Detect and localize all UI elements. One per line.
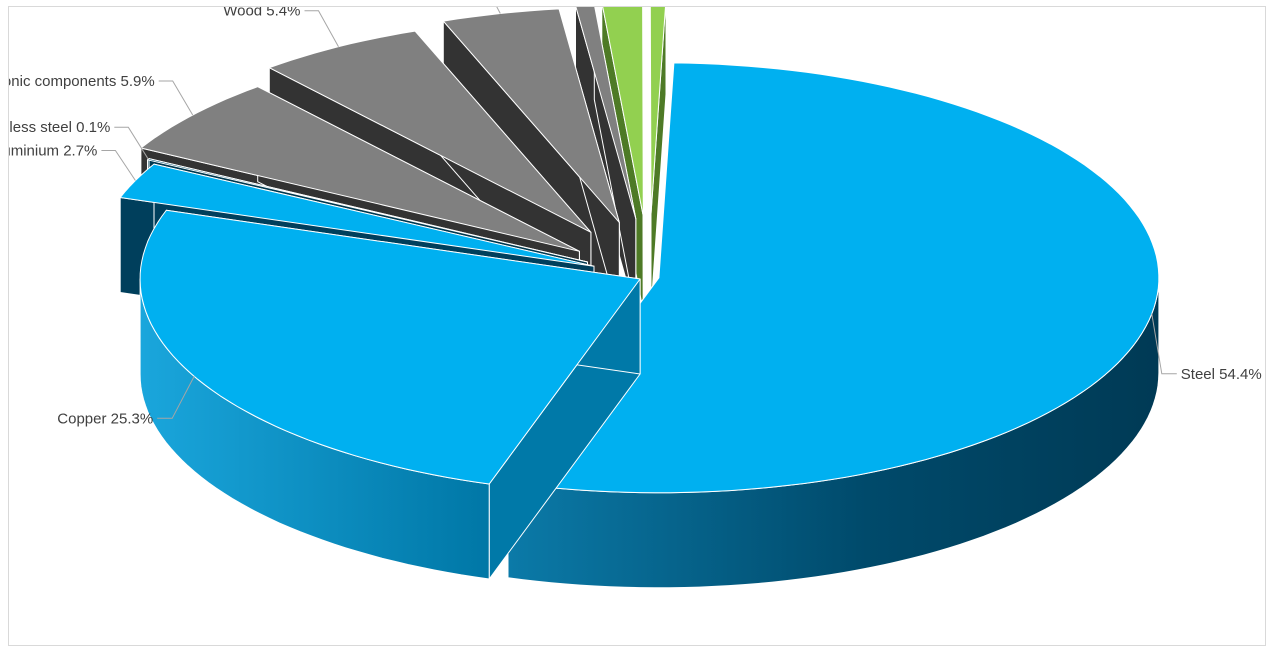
data-label-electronic-components: Electronic components 5.9% <box>9 73 155 90</box>
leader-line-cardboard <box>496 7 501 14</box>
leader-line-aluminium <box>101 150 136 181</box>
data-label-aluminium: Aluminium 2.7% <box>9 143 97 160</box>
slice-top-face <box>139 209 641 485</box>
leader-line-wood <box>304 10 339 47</box>
leader-lines <box>101 7 1177 419</box>
data-label-stainless-steel: Stainless steel 0.1% <box>9 119 110 136</box>
pie-chart: Steel 54.4% Copper 25.3% Aluminium 2.7% Sta… <box>9 7 1262 589</box>
data-label-wood: Wood 5.4% <box>223 7 300 20</box>
slices-layer <box>119 7 1160 589</box>
leader-line-steel <box>1151 313 1177 375</box>
slice-top-face <box>140 86 580 252</box>
slice-top-face <box>602 7 644 217</box>
chart-area: Steel 54.4% Copper 25.3% Aluminium 2.7% Sta… <box>8 6 1266 646</box>
leader-line-electronic-components <box>158 80 194 116</box>
data-labels: Steel 54.4% Copper 25.3% Aluminium 2.7% Sta… <box>9 7 1262 427</box>
slice-top-face <box>649 7 666 215</box>
slice-top-face <box>575 7 637 220</box>
data-label-steel: Steel 54.4% <box>1181 366 1262 383</box>
leader-line-stainless-steel <box>114 126 149 160</box>
leader-line-copper <box>157 376 195 419</box>
data-label-copper: Copper 25.3% <box>57 410 153 427</box>
slice-copper <box>139 209 641 580</box>
slice-pe-polyethylene <box>649 7 667 310</box>
